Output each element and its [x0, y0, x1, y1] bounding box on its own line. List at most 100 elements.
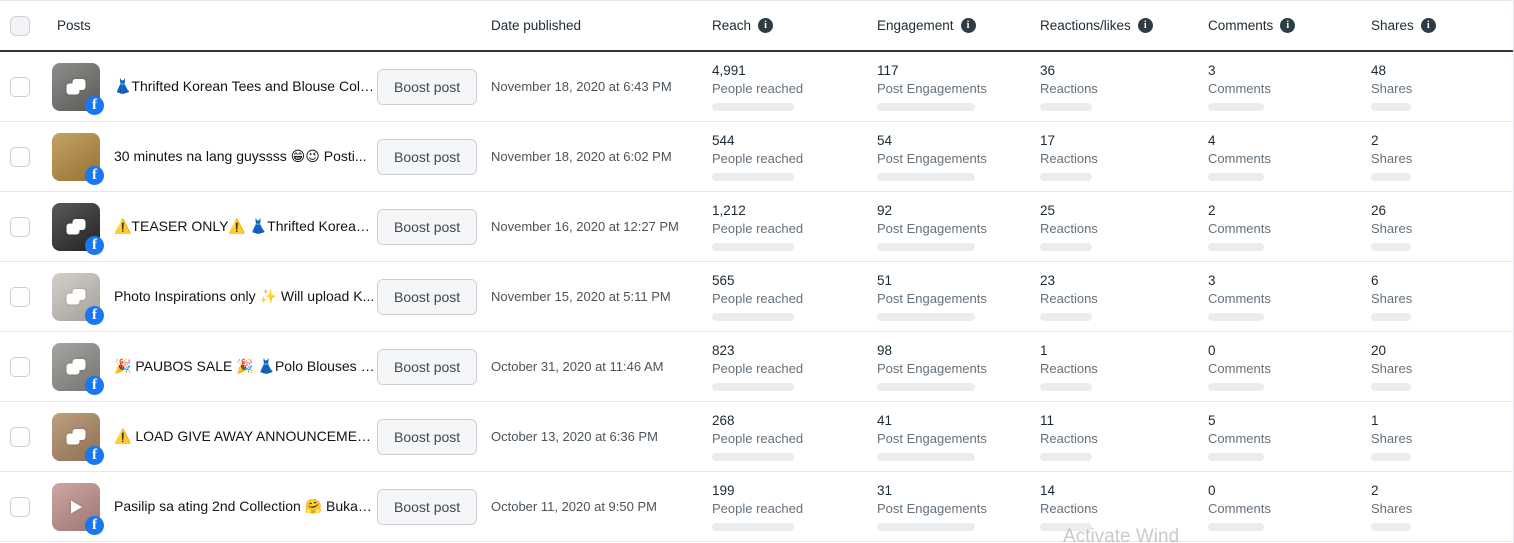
reach-value: 823 [712, 342, 735, 358]
post-title[interactable]: 👗Thrifted Korean Tees and Blouse Colle..… [114, 78, 377, 94]
reach-metric: 544 People reached [712, 133, 877, 181]
engagement-label: Post Engagements [877, 220, 987, 236]
reactions-value: 11 [1040, 412, 1055, 428]
post-title[interactable]: ⚠️TEASER ONLY⚠️ 👗Thrifted Korean T... [114, 218, 377, 234]
reactions-metric: 17 Reactions [1040, 133, 1208, 181]
reach-label: People reached [712, 430, 804, 446]
boost-post-button[interactable]: Boost post [377, 418, 478, 455]
reactions-value: 17 [1040, 132, 1056, 148]
row-checkbox[interactable] [10, 496, 30, 517]
date-published: November 16, 2020 at 12:27 PM [491, 219, 679, 234]
post-title[interactable]: 30 minutes na lang guyssss 😁😉 Posti... [114, 148, 367, 164]
comments-bar-track [1208, 102, 1264, 111]
engagement-label: Post Engagements [877, 80, 987, 96]
reactions-metric: 11 Reactions [1040, 413, 1208, 461]
table-row: f 30 minutes na lang guyssss 😁😉 Posti...… [0, 122, 1513, 192]
engagement-value: 92 [877, 202, 893, 218]
comments-header-label: Comments [1208, 18, 1274, 33]
album-icon [66, 358, 87, 376]
boost-post-button[interactable]: Boost post [377, 208, 478, 245]
engagement-label: Post Engagements [877, 150, 987, 166]
reactions-value: 25 [1040, 202, 1056, 218]
shares-label: Shares [1371, 80, 1413, 96]
comments-label: Comments [1208, 150, 1271, 166]
comments-value: 5 [1208, 412, 1216, 428]
engagement-bar-track [877, 242, 975, 251]
reach-bar-track [712, 382, 794, 391]
row-checkbox[interactable] [10, 426, 30, 447]
post-title[interactable]: Pasilip sa ating 2nd Collection 🤗 Bukas … [114, 498, 377, 514]
boost-post-button[interactable]: Boost post [377, 348, 478, 385]
boost-post-button[interactable]: Boost post [377, 488, 478, 525]
reactions-label: Reactions [1040, 220, 1098, 236]
table-row: f ⚠️TEASER ONLY⚠️ 👗Thrifted Korean T... … [0, 192, 1513, 262]
reach-value: 199 [712, 482, 735, 498]
shares-value: 26 [1371, 202, 1387, 218]
table-row: f 👗Thrifted Korean Tees and Blouse Colle… [0, 52, 1513, 122]
row-checkbox[interactable] [10, 216, 30, 237]
boost-post-button[interactable]: Boost post [377, 68, 478, 105]
post-thumbnail[interactable]: f [52, 132, 104, 185]
column-header-date: Date published [491, 18, 712, 33]
reach-metric: 1,212 People reached [712, 203, 877, 251]
comments-metric: 5 Comments [1208, 413, 1371, 461]
shares-bar-track [1371, 382, 1411, 391]
reach-bar-track [712, 172, 794, 181]
facebook-badge: f [85, 305, 104, 325]
reactions-bar-track [1040, 452, 1092, 461]
play-icon [68, 499, 84, 515]
info-icon[interactable]: i [1280, 18, 1296, 33]
post-thumbnail[interactable]: f [52, 202, 104, 255]
reactions-label: Reactions [1040, 430, 1098, 446]
table-row: f Pasilip sa ating 2nd Collection 🤗 Buka… [0, 472, 1513, 542]
post-thumbnail[interactable]: f [52, 272, 104, 325]
posts-header-label: Posts [57, 18, 91, 33]
reactions-bar-track [1040, 242, 1092, 251]
reach-label: People reached [712, 150, 804, 166]
column-header-engagement: Engagement i [877, 18, 1040, 33]
engagement-metric: 117 Post Engagements [877, 63, 1040, 111]
info-icon[interactable]: i [1420, 18, 1436, 33]
reach-metric: 199 People reached [712, 483, 877, 531]
reactions-value: 14 [1040, 482, 1056, 498]
info-icon[interactable]: i [1137, 18, 1153, 33]
row-checkbox[interactable] [10, 286, 30, 307]
comments-value: 3 [1208, 272, 1216, 288]
engagement-metric: 31 Post Engagements [877, 483, 1040, 531]
shares-value: 6 [1371, 272, 1379, 288]
post-thumbnail[interactable]: f [52, 62, 104, 115]
row-checkbox[interactable] [10, 76, 30, 97]
boost-post-button[interactable]: Boost post [377, 278, 478, 315]
reach-metric: 823 People reached [712, 343, 877, 391]
reactions-value: 23 [1040, 272, 1056, 288]
boost-post-button[interactable]: Boost post [377, 138, 478, 175]
post-title[interactable]: 🎉 PAUBOS SALE 🎉 👗Polo Blouses @ ... [114, 358, 377, 374]
select-all-checkbox[interactable] [10, 15, 30, 36]
comments-metric: 3 Comments [1208, 273, 1371, 321]
row-checkbox[interactable] [10, 146, 30, 167]
engagement-value: 98 [877, 342, 893, 358]
post-thumbnail[interactable]: f [52, 342, 104, 395]
row-checkbox[interactable] [10, 356, 30, 377]
reactions-bar-track [1040, 382, 1092, 391]
engagement-value: 51 [877, 272, 893, 288]
post-title[interactable]: Photo Inspirations only ✨ Will upload K.… [114, 288, 375, 304]
info-icon[interactable]: i [758, 18, 774, 33]
comments-value: 3 [1208, 62, 1216, 78]
engagement-label: Post Engagements [877, 290, 987, 306]
post-thumbnail[interactable]: f [52, 482, 104, 535]
reactions-metric: 25 Reactions [1040, 203, 1208, 251]
engagement-metric: 98 Post Engagements [877, 343, 1040, 391]
post-thumbnail[interactable]: f [52, 412, 104, 465]
shares-value: 1 [1371, 412, 1379, 428]
shares-bar-track [1371, 312, 1411, 321]
shares-metric: 6 Shares [1371, 273, 1514, 321]
shares-bar-track [1371, 242, 1411, 251]
reach-value: 268 [712, 412, 735, 428]
engagement-metric: 51 Post Engagements [877, 273, 1040, 321]
shares-label: Shares [1371, 220, 1413, 236]
reactions-bar-track [1040, 522, 1092, 531]
info-icon[interactable]: i [960, 18, 976, 33]
post-title[interactable]: ⚠️ LOAD GIVE AWAY ANNOUNCEMENT... [114, 428, 377, 444]
